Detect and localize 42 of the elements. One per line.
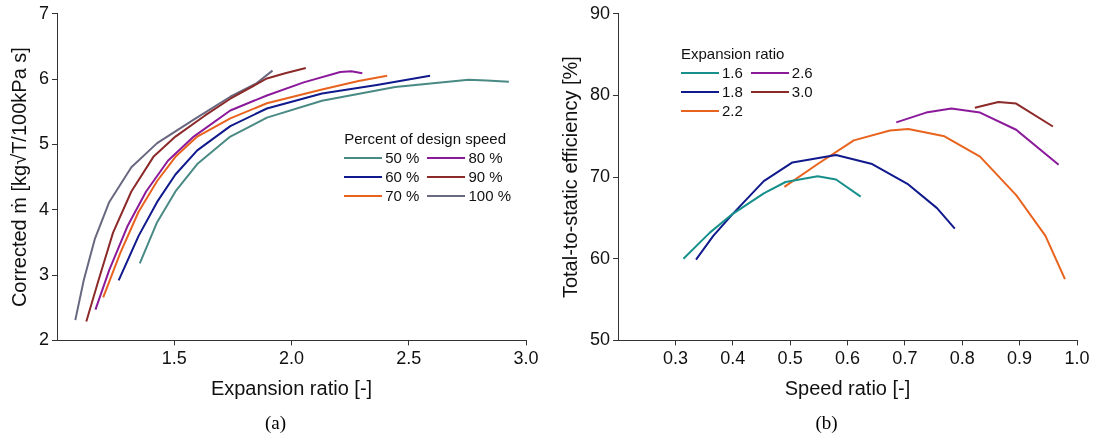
y-axis-title: Total-to-static efficiency [%] xyxy=(558,56,581,299)
legend-label: 60 % xyxy=(385,168,420,185)
x-tick-label: 0.3 xyxy=(662,348,688,369)
x-tick-label: 0.5 xyxy=(777,348,803,369)
legend-label: 100 % xyxy=(468,187,511,204)
y-tick-label: 7 xyxy=(39,2,50,23)
y-axis-title: Corrected ṁ [kg√T/100kPa s] xyxy=(7,47,30,308)
x-axis-title: Expansion ratio [-] xyxy=(210,376,373,399)
legend-label: 90 % xyxy=(468,168,503,185)
legend-label: 70 % xyxy=(385,187,420,204)
y-tick-label: 2 xyxy=(39,329,50,350)
x-tick-label: 1.0 xyxy=(1064,348,1090,369)
x-tick-label: 1.5 xyxy=(161,348,187,369)
x-tick-label: 2.0 xyxy=(278,348,305,369)
y-tick-label: 5 xyxy=(39,133,50,154)
x-tick-label: 3.0 xyxy=(513,348,539,369)
x-tick-label: 2.5 xyxy=(396,348,422,369)
legend-label: 2.6 xyxy=(791,64,813,81)
text: (b) xyxy=(814,412,839,434)
y-tick-label: 50 xyxy=(589,329,611,350)
legend-label: 1.8 xyxy=(722,83,743,100)
x-tick-label: 0.9 xyxy=(1007,348,1033,369)
legend-label: 3.0 xyxy=(791,83,813,100)
x-axis-title: Speed ratio [-] xyxy=(784,376,911,399)
x-tick-label: 0.4 xyxy=(720,348,746,369)
y-tick-label: 4 xyxy=(39,198,50,219)
y-tick-label: 90 xyxy=(589,2,611,23)
legend-label: 80 % xyxy=(468,149,503,166)
y-tick-label: 6 xyxy=(39,68,50,89)
legend-label: 50 % xyxy=(385,149,420,166)
x-tick-label: 0.8 xyxy=(949,348,975,369)
x-tick-label: 0.6 xyxy=(835,348,861,369)
legend-title: Expansion ratio xyxy=(681,45,786,62)
y-tick-label: 60 xyxy=(589,247,611,268)
y-tick-label: 3 xyxy=(39,264,50,285)
legend-label: 2.2 xyxy=(722,102,743,119)
legend-label: 1.6 xyxy=(722,64,743,81)
y-tick-label: 80 xyxy=(589,84,611,105)
legend-title: Percent of design speed xyxy=(344,130,508,147)
y-tick-label: 70 xyxy=(589,166,611,187)
text: (a) xyxy=(263,412,288,434)
x-tick-label: 0.7 xyxy=(892,348,918,369)
